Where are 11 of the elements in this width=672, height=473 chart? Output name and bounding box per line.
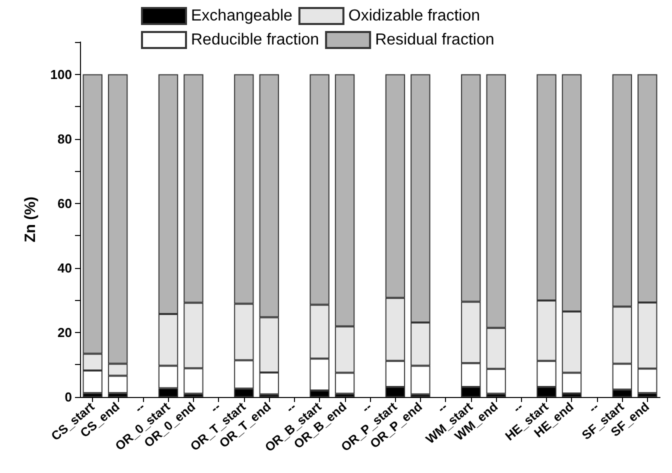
y-axis-title: Zn (%) — [22, 196, 39, 242]
y-tick-label: 0 — [64, 390, 72, 404]
legend-label: Reducible fraction — [191, 32, 320, 48]
y-tick-label: 20 — [58, 324, 72, 340]
y-tick-label: 60 — [58, 196, 72, 211]
y-tick-label: 80 — [58, 131, 72, 146]
legend-label: Oxidizable fraction — [348, 8, 480, 24]
legend-label: Exchangeable — [191, 8, 293, 24]
y-tick-label: 40 — [58, 260, 72, 276]
y-tick-label: 100 — [50, 66, 72, 82]
legend-label: Residual fraction — [375, 32, 494, 48]
